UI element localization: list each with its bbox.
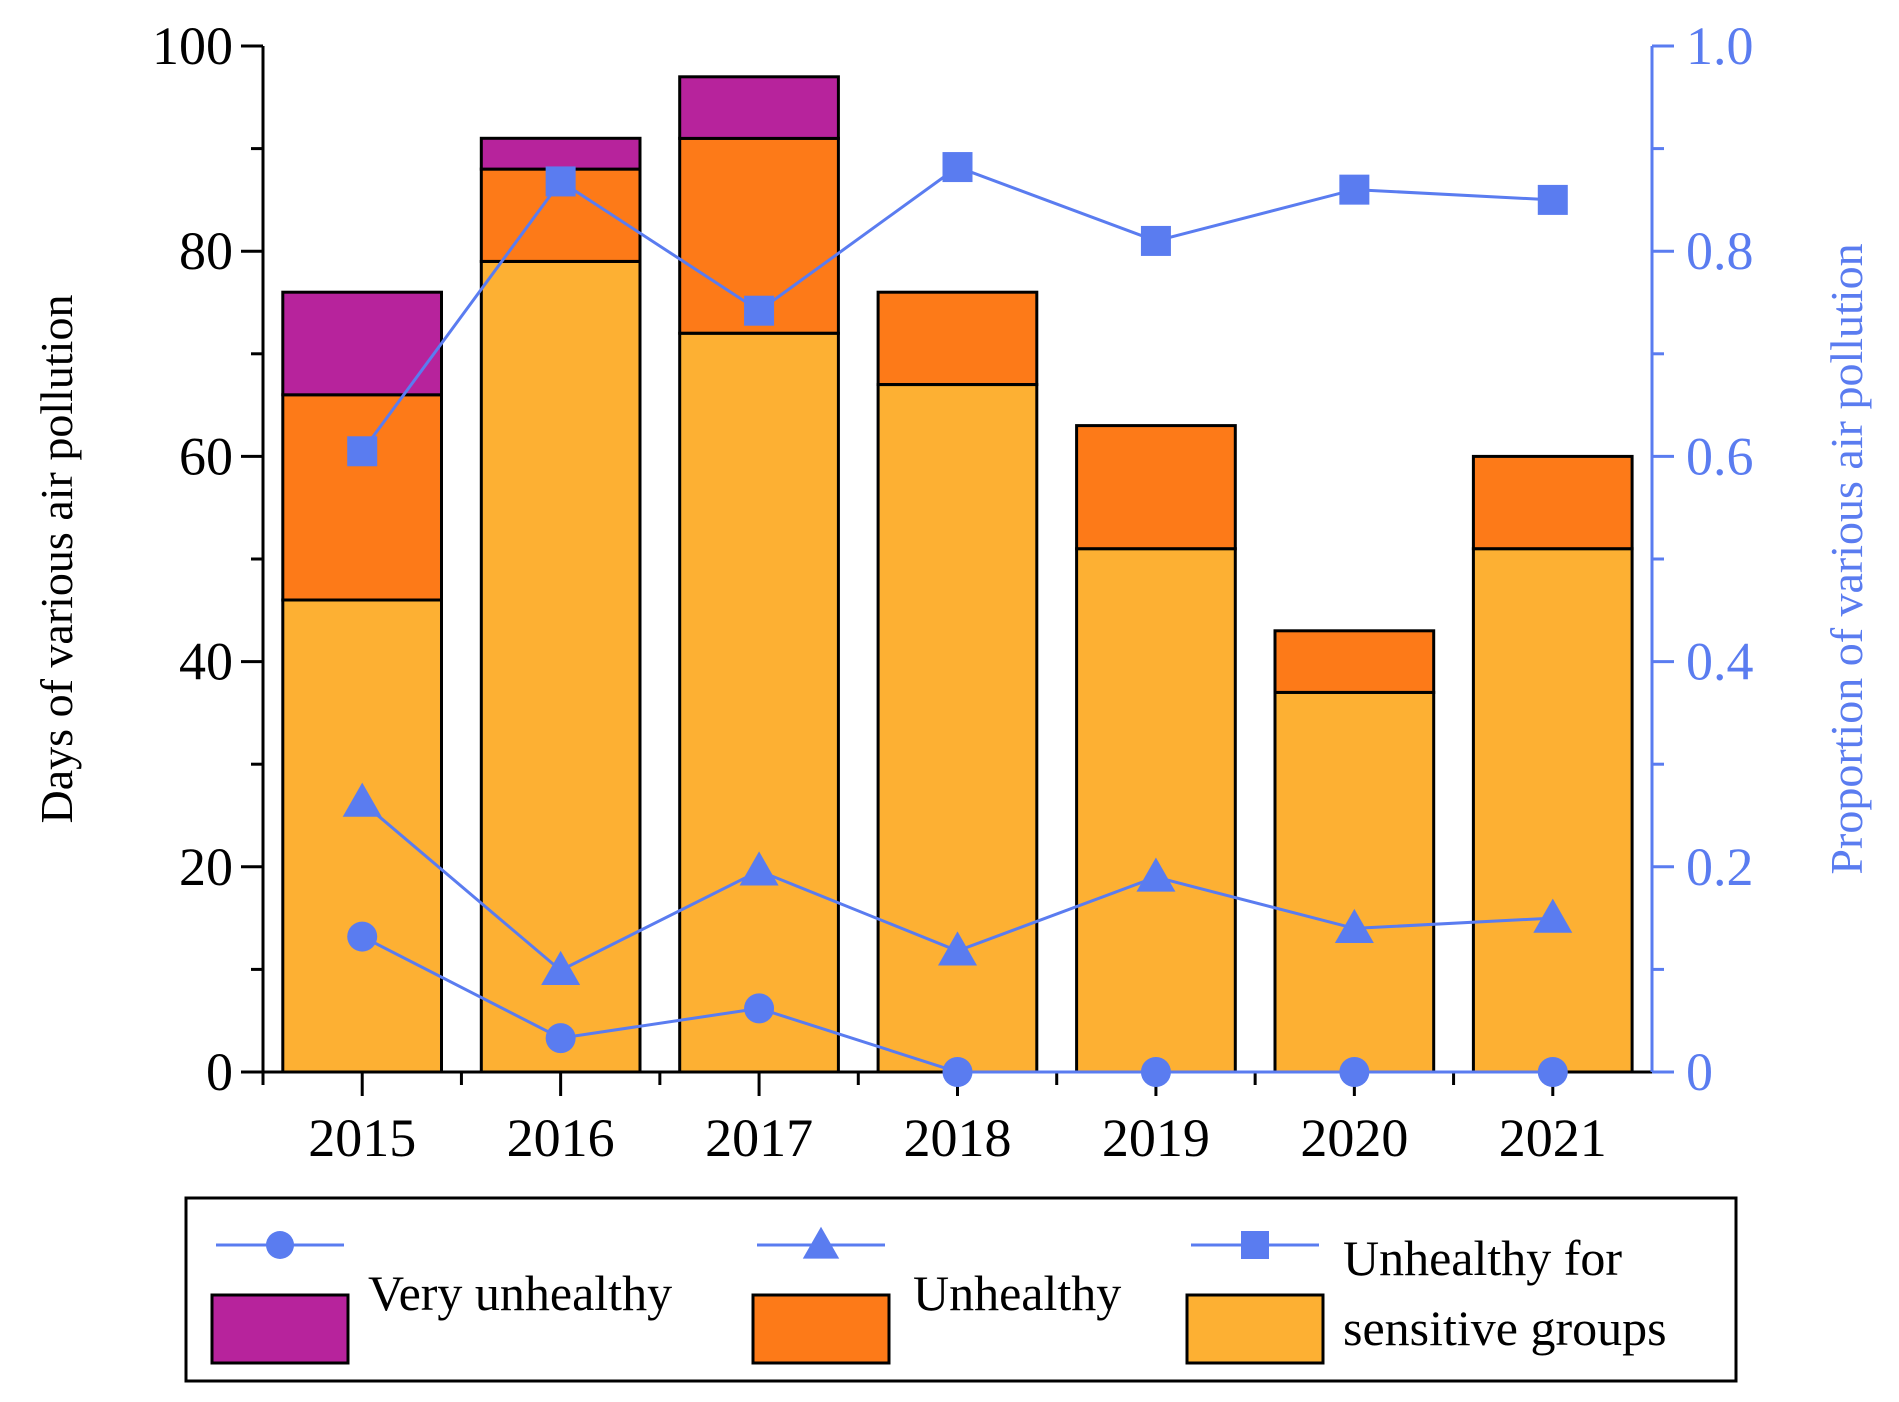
y2-tick-label-1-0: 1.0 [1686, 16, 1754, 76]
point-unhealthy-for-sensitive-groups-2019 [1140, 225, 1171, 256]
point-unhealthy-for-sensitive-groups-2021 [1537, 184, 1568, 215]
legend-label-unhealthy-for-sensitive-groups-line1: Unhealthy for [1343, 1230, 1622, 1286]
legend: Very unhealthy Unhealthy Unhealthy for sens… [184, 1196, 1738, 1383]
bar-unhealthy-for-sensitive-groups-2018 [876, 383, 1039, 1074]
point-very-unhealthy-2015 [347, 921, 378, 952]
x-tick-label-2020: 2020 [1300, 1108, 1408, 1168]
bar-unhealthy-2021 [1471, 454, 1634, 551]
x-tick-label-2017: 2017 [705, 1108, 813, 1168]
y2-axis-title: Proportion of various air pollution [1821, 243, 1872, 874]
bar-very-unhealthy-2016 [479, 136, 642, 171]
y-tick-label-100: 100 [152, 16, 233, 76]
bar-unhealthy-for-sensitive-groups-2015 [281, 598, 443, 1074]
y2-tick-label-0-2: 0.2 [1686, 837, 1754, 897]
y-tick-label-20: 20 [179, 837, 233, 897]
legend-swatch-unhealthy [751, 1293, 891, 1365]
bar-very-unhealthy-2015 [281, 290, 443, 397]
x-tick-label-2015: 2015 [308, 1108, 416, 1168]
legend-label-unhealthy-for-sensitive-groups-line2: sensitive groups [1343, 1300, 1667, 1356]
point-unhealthy-2016 [541, 950, 581, 986]
point-unhealthy-2017 [739, 851, 779, 886]
legend-swatch-very-unhealthy [210, 1293, 350, 1365]
x-tick-label-2018: 2018 [904, 1108, 1012, 1168]
x-tick-label-2021: 2021 [1499, 1108, 1607, 1168]
y-tick-label-80: 80 [179, 221, 233, 281]
point-unhealthy-for-sensitive-groups-2018 [942, 152, 973, 183]
y2-tick-label-0-4: 0.4 [1686, 632, 1754, 692]
bar-unhealthy-2018 [876, 290, 1039, 387]
axes-layer: 0 20 40 60 80 100 Days of various air pollutio… [31, 16, 1872, 1168]
point-unhealthy-2020 [1334, 908, 1374, 943]
y-tick-label-0: 0 [206, 1042, 233, 1102]
y2-tick-label-0-8: 0.8 [1686, 221, 1754, 281]
bar-unhealthy-for-sensitive-groups-2016 [479, 260, 642, 1074]
bar-unhealthy-for-sensitive-groups-2020 [1273, 690, 1436, 1074]
bar-unhealthy-for-sensitive-groups-2017 [678, 331, 840, 1074]
point-very-unhealthy-2016 [545, 1023, 576, 1054]
y-axis-title: Days of various air pollution [31, 295, 82, 824]
bar-unhealthy-for-sensitive-groups-2021 [1471, 547, 1634, 1074]
legend-label-very-unhealthy: Very unhealthy [368, 1265, 672, 1321]
bar-unhealthy-for-sensitive-groups-2019 [1075, 547, 1237, 1074]
legend-marker-unhealthy [802, 1226, 840, 1259]
bar-unhealthy-2019 [1075, 424, 1237, 551]
y2-tick-label-0-6: 0.6 [1686, 426, 1754, 486]
point-very-unhealthy-2017 [744, 993, 775, 1024]
bar-very-unhealthy-2017 [678, 75, 840, 140]
point-very-unhealthy-2020 [1339, 1057, 1370, 1087]
point-very-unhealthy-2021 [1537, 1057, 1568, 1087]
x-tick-label-2016: 2016 [507, 1108, 615, 1168]
y2-tick-label-0: 0 [1686, 1042, 1713, 1102]
bars-layer [281, 75, 1634, 1074]
bar-unhealthy-2015 [281, 393, 443, 602]
point-unhealthy-2021 [1533, 898, 1573, 933]
point-unhealthy-for-sensitive-groups-2015 [347, 436, 378, 467]
legend-marker-unhealthy-for-sensitive-groups [1241, 1231, 1269, 1259]
point-unhealthy-for-sensitive-groups-2020 [1339, 174, 1370, 205]
bar-unhealthy-2020 [1273, 629, 1436, 694]
x-tick-label-2019: 2019 [1102, 1108, 1210, 1168]
point-very-unhealthy-2019 [1140, 1057, 1171, 1087]
lines-layer [342, 152, 1573, 1087]
point-unhealthy-for-sensitive-groups-2016 [545, 166, 576, 197]
point-unhealthy-2018 [938, 931, 977, 966]
legend-swatch-unhealthy-for-sensitive-groups [1185, 1293, 1325, 1365]
point-unhealthy-for-sensitive-groups-2017 [744, 295, 775, 326]
point-unhealthy-2019 [1136, 857, 1176, 892]
point-very-unhealthy-2018 [942, 1057, 973, 1087]
y-tick-label-60: 60 [179, 426, 233, 486]
legend-marker-very-unhealthy [266, 1231, 294, 1259]
point-unhealthy-2015 [342, 782, 382, 817]
legend-label-unhealthy: Unhealthy [913, 1265, 1121, 1321]
legend-box [184, 1196, 1738, 1383]
y-tick-label-40: 40 [179, 632, 233, 692]
